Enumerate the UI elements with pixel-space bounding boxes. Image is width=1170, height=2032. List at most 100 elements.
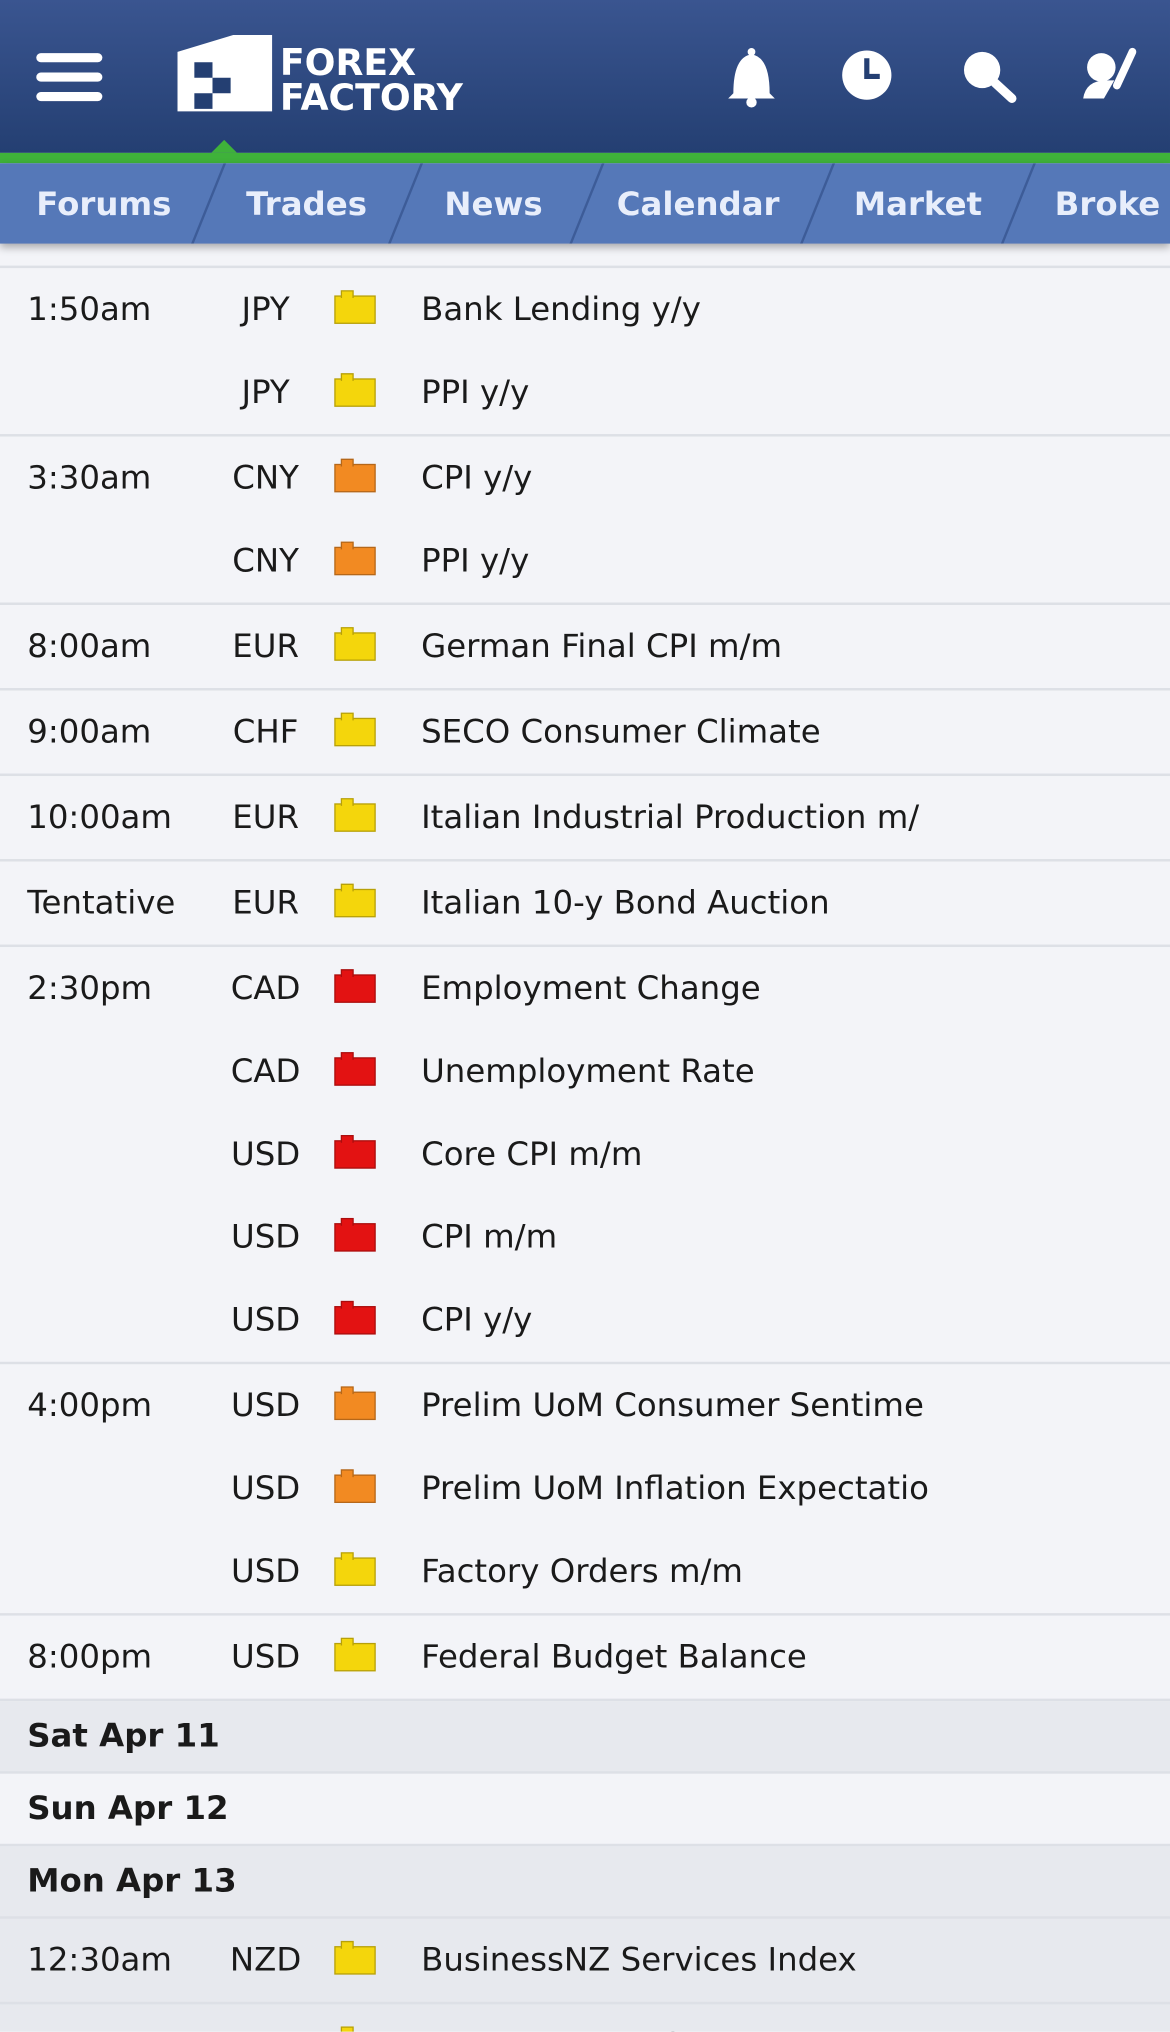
event-title: CPI m/m (421, 1217, 558, 1256)
nav-tab[interactable]: Calendar (616, 185, 780, 223)
event-time: 3:30am (27, 458, 152, 497)
event-time: Tentative (27, 883, 176, 922)
event-title: Unemployment Rate (421, 1052, 755, 1090)
event-row[interactable]: CNY PPI y/y (0, 520, 1170, 603)
event-title: Italian 10-y Bond Auction (421, 883, 830, 922)
calendar-list: 1:50am JPY Bank Lending y/y JPY PPI y/y 3:30a… (0, 244, 1170, 2032)
event-currency: JPY (241, 290, 290, 328)
event-group: 8:00am EUR German Final CPI m/m (0, 605, 1170, 691)
event-row[interactable]: Tentative EUR Italian 10-y Bond Auction (0, 862, 1170, 945)
event-row[interactable]: USD Factory Orders m/m (0, 1530, 1170, 1613)
event-row[interactable]: 10:00am EUR Italian Industrial Production … (0, 776, 1170, 859)
event-title: Prelim UoM Consumer Sentime (421, 1386, 924, 1424)
nav-bar: Forums Trades News Calendar Market Broke (0, 163, 1170, 244)
event-row[interactable]: 8:00pm USD Federal Budget Balance (0, 1616, 1170, 1699)
impact-icon (334, 1300, 376, 1335)
logo-line: FOREX (280, 41, 416, 84)
event-currency: USD (230, 1637, 301, 1676)
event-title: PPI y/y (421, 541, 530, 580)
nav-separator (388, 163, 424, 244)
event-time: 2:30pm (27, 969, 153, 1007)
impact-icon (334, 969, 376, 1003)
event-time: 1:50am (27, 290, 152, 328)
event-currency: CHF (232, 712, 299, 751)
event-currency: USD (230, 1135, 301, 1173)
event-row[interactable]: USD CPI m/m (0, 1196, 1170, 1279)
event-currency: EUR (232, 883, 299, 922)
day-header: Sat Apr 11 (0, 1701, 1170, 1774)
event-time: 1:50am (27, 2004, 151, 2031)
event-title: Federal Budget Balance (421, 1637, 807, 1676)
impact-icon (334, 1386, 376, 1421)
event-row[interactable]: 12:30am NZD BusinessNZ Services Index (0, 1919, 1170, 2002)
event-currency: USD (230, 1552, 301, 1590)
event-row[interactable]: USD CPI y/y (0, 1279, 1170, 1362)
event-group: 4:00pm USD Prelim UoM Consumer Sentime USD P… (0, 1364, 1170, 1616)
impact-icon (334, 1217, 376, 1252)
nav-tab[interactable]: Broke (1054, 185, 1161, 223)
event-time: 9:00am (27, 712, 152, 751)
nav-tab[interactable]: Trades (246, 185, 368, 223)
event-currency: EUR (232, 798, 299, 836)
nav-separator (1000, 163, 1036, 244)
event-currency: USD (230, 1469, 301, 1507)
nav-tab[interactable]: Forums (36, 185, 172, 223)
event-row[interactable]: 8:00am EUR German Final CPI m/m (0, 605, 1170, 688)
day-header: Mon Apr 13 (0, 1846, 1170, 1919)
event-row[interactable]: 4:00pm USD Prelim UoM Consumer Sentime (0, 1364, 1170, 1447)
event-time: 10:00am (27, 798, 172, 836)
event-title: PPI y/y (421, 373, 530, 411)
header-icons: FOREX FACTORY (36, 34, 1137, 153)
event-title: SECO Consumer Climate (421, 712, 821, 751)
event-title: Bank Lending y/y (421, 290, 701, 328)
event-group: 1:50am JPY Bank Lending y/y JPY PPI y/y (0, 268, 1170, 437)
event-currency: CNY (232, 458, 299, 497)
impact-icon (334, 541, 376, 576)
event-currency: EUR (232, 627, 299, 665)
event-title: CPI y/y (421, 458, 533, 497)
impact-icon (334, 1552, 376, 1586)
nav-tab[interactable]: Market (853, 185, 983, 223)
event-row[interactable]: 2:30pm CAD Employment Change (0, 947, 1170, 1030)
event-title: Italian Industrial Production m/ (421, 798, 920, 836)
impact-icon (334, 458, 376, 493)
event-time: 4:00pm (27, 1386, 153, 1424)
event-currency: NZD (229, 1940, 302, 1979)
header: FOREX FACTORY (0, 0, 1170, 153)
impact-icon (334, 883, 376, 918)
event-row[interactable]: CAD Unemployment Rate (0, 1030, 1170, 1113)
event-currency: USD (230, 1300, 301, 1339)
event-row[interactable]: USD Prelim UoM Inflation Expectatio (0, 1447, 1170, 1530)
impact-icon (334, 798, 376, 832)
nav-tab[interactable]: News (444, 185, 543, 223)
event-title: German Final CPI m/m (421, 627, 783, 665)
event-row[interactable]: 1:50am JPY M2 Money Stock y/y (0, 2004, 1170, 2032)
impact-icon (334, 1469, 376, 1503)
row-partial (0, 244, 1170, 269)
event-group: 10:00am EUR Italian Industrial Production … (0, 776, 1170, 862)
event-title: CPI y/y (421, 1300, 533, 1339)
event-group: 9:00am CHF SECO Consumer Climate (0, 690, 1170, 777)
accent-bar (0, 152, 1170, 164)
event-row[interactable]: USD Core CPI m/m (0, 1113, 1170, 1196)
event-title: BusinessNZ Services Index (421, 1940, 857, 1979)
event-row[interactable]: 9:00am CHF SECO Consumer Climate (0, 691, 1170, 774)
event-row[interactable]: JPY PPI y/y (0, 351, 1170, 434)
event-group: Tentative EUR Italian 10-y Bond Auction (0, 861, 1170, 948)
event-time: 8:00pm (27, 1637, 153, 1676)
event-title: Employment Change (421, 969, 761, 1007)
event-row[interactable]: 3:30am CNY CPI y/y (0, 437, 1170, 520)
impact-icon (334, 627, 376, 661)
logo-line: FACTORY (280, 76, 464, 119)
event-title: Prelim UoM Inflation Expectatio (421, 1469, 929, 1507)
event-group: 12:30am NZD BusinessNZ Services Index (0, 1918, 1170, 2005)
event-group: 3:30am CNY CPI y/y CNY PPI y/y (0, 436, 1170, 606)
event-title: M2 Money Stock y/y (421, 2004, 747, 2031)
event-group: 1:50am JPY M2 Money Stock y/y (0, 2004, 1170, 2032)
event-currency: CNY (232, 541, 299, 580)
event-row[interactable]: 1:50am JPY Bank Lending y/y (0, 268, 1170, 351)
event-currency: JPY (228, 2004, 303, 2031)
impact-icon (334, 1135, 376, 1169)
event-currency: USD (230, 1217, 301, 1256)
